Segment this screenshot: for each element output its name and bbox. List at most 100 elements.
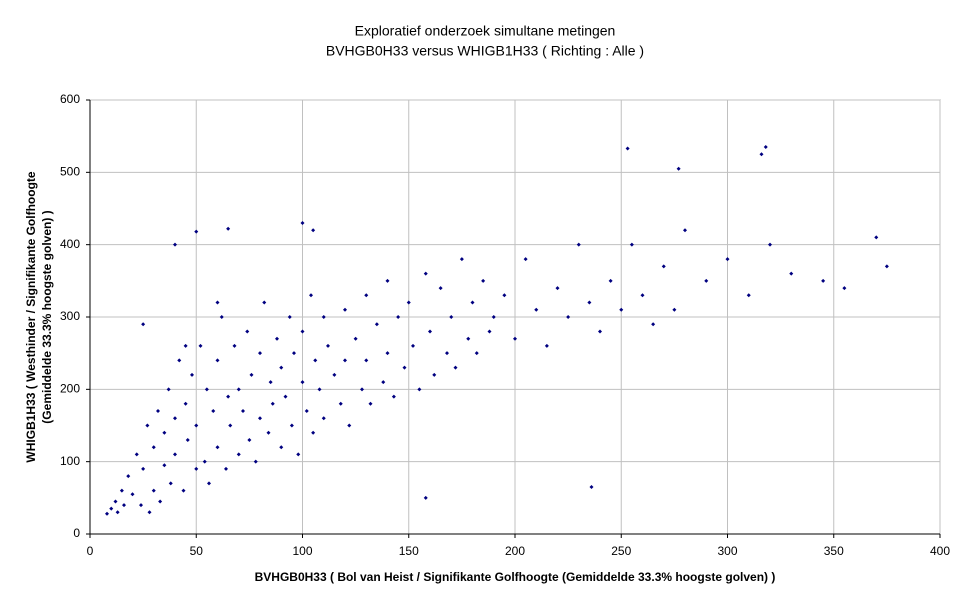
point [113,499,118,504]
point [459,257,464,262]
point [194,466,199,471]
point [576,242,581,247]
point [321,315,326,319]
point [428,329,432,334]
point [147,510,152,515]
point [219,315,224,319]
point [683,228,687,233]
x-tick-label: 250 [611,544,631,558]
point [423,271,428,276]
point [287,315,292,319]
point [381,380,386,385]
y-tick-label: 600 [60,92,80,106]
point [704,278,709,283]
point [204,387,209,392]
point [338,401,343,406]
point [321,416,326,421]
point [768,242,772,247]
point [311,430,316,435]
point [145,423,150,428]
point [122,503,126,508]
chart-subtitle: BVHGB0H33 versus WHIGB1H33 ( Richting : … [326,43,644,59]
point [181,488,186,493]
point [266,430,271,435]
point [523,257,528,262]
point [598,329,602,334]
point [183,343,188,348]
point [141,466,146,471]
point [247,437,252,442]
x-tick-label: 200 [505,544,525,558]
point [534,307,539,312]
point [368,401,373,406]
point [283,394,288,399]
point [725,257,730,262]
point [190,372,194,377]
point [587,300,592,305]
point [364,293,369,298]
point [224,466,228,471]
point [262,300,267,305]
point [126,474,131,479]
point [292,351,296,356]
point [258,351,262,356]
point [332,372,337,377]
point [874,235,879,240]
point [185,437,190,442]
point [207,481,211,486]
point [134,452,139,457]
point [651,322,656,327]
point [215,300,220,305]
y-axis-title: (Gemiddelde 33.3% hoogste golven) ) [40,210,54,423]
y-tick-label: 100 [60,454,80,468]
point [481,278,486,283]
point [162,463,167,468]
y-tick-label: 200 [60,382,80,396]
x-tick-label: 0 [87,544,94,558]
point [385,351,390,356]
point [353,336,358,341]
point [168,481,173,486]
point [268,380,273,385]
point [555,286,560,291]
point [304,409,309,414]
point [629,242,634,247]
point [566,315,571,319]
point [115,510,120,515]
point [789,271,794,276]
point [423,495,428,500]
point [391,394,396,399]
point [672,307,677,312]
point [487,329,492,334]
point [130,492,135,497]
point [270,401,275,406]
point [417,387,422,392]
point [194,423,199,428]
point [173,242,177,247]
point [449,315,454,319]
point [360,387,364,392]
point [173,416,177,421]
point [258,416,262,421]
point [156,409,160,414]
point [166,387,171,392]
point [119,488,124,493]
point [385,278,390,283]
point [194,229,199,234]
x-tick-label: 100 [292,544,312,558]
point [241,409,245,414]
point [198,343,203,348]
point [513,336,517,341]
point [470,300,475,305]
point [364,358,369,363]
point [211,409,216,414]
point [300,329,305,334]
point [466,336,471,341]
point [347,423,352,428]
point [177,358,182,363]
point [141,322,146,327]
point [183,401,188,406]
point [326,343,330,348]
point [226,394,231,399]
